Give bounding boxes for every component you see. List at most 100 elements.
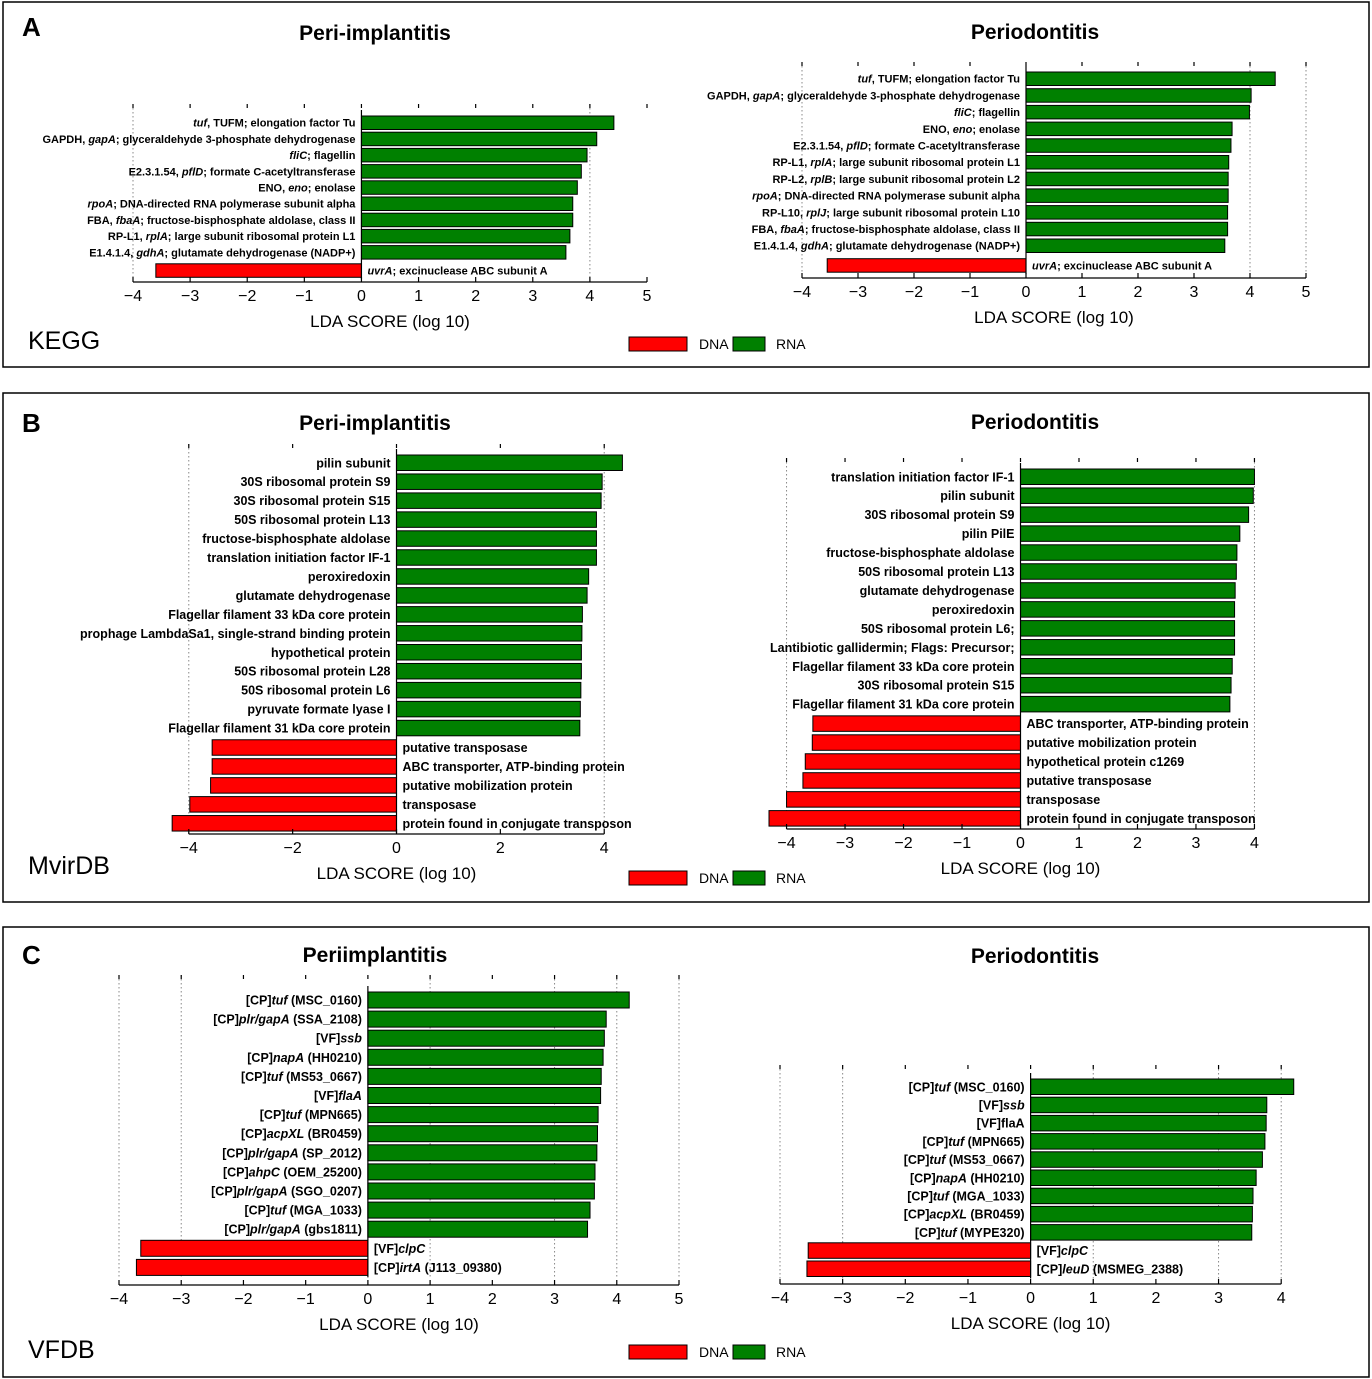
bar-rna [1030,1133,1266,1150]
chart-a-periimplantitis: Peri-implantitis tuf, TUFM; elongation fa… [42,22,651,331]
bar-label: transposase [403,798,477,812]
bar-label: pyruvate formate lyase I [247,703,390,717]
legend-dna-label: DNA [699,870,729,886]
bar-label: RP-L1, rplA; large subunit ribosomal pro… [772,157,1020,169]
x-tick-label: 0 [357,288,366,305]
bar-rna [367,1029,605,1047]
bar-rna [396,568,590,585]
x-tick-label: −1 [959,1290,977,1307]
bar-rna [1020,620,1236,637]
x-tick-label: 0 [363,1291,372,1308]
x-tick-label: −2 [896,1290,914,1307]
bar-rna [396,549,597,566]
bar-label: [CP]plr/gapA (gbs1811) [224,1223,362,1237]
bar-rna [1020,601,1236,618]
bar-label: uvrA; excinuclease ABC subunit A [367,266,547,278]
bar-label: Flagellar filament 31 kDa core protein [168,722,390,736]
bar-label: fructose-bisphosphate aldolase [202,532,390,546]
legend-dna-label: DNA [699,1344,729,1360]
panel-c-legend: DNA RNA [628,1344,806,1360]
bar-label: FBA, fbaA; fructose-bisphosphate aldolas… [87,215,355,227]
x-tick-label: −4 [124,288,142,305]
bar-label: E1.4.1.4, gdhA; glutamate dehydrogenase … [89,247,356,259]
x-axis-label: LDA SCORE (log 10) [951,1314,1111,1333]
bar-label: translation initiation factor IF-1 [831,470,1014,484]
x-tick-label: −1 [961,284,979,301]
bar-rna [1020,525,1241,542]
bar-label: [VF]clpC [374,1242,426,1256]
x-tick-label: 0 [1026,1290,1035,1307]
x-tick-label: 4 [585,288,594,305]
x-tick-label: 5 [643,288,652,305]
bar-label: [VF]flaA [977,1117,1025,1131]
x-tick-label: −2 [284,840,302,857]
x-tick-label: −3 [836,835,854,852]
bar-rna [367,1106,599,1124]
bar-rna [1020,639,1236,656]
legend-rna-label: RNA [776,870,806,886]
x-tick-label: 2 [1134,284,1143,301]
bar-label: [CP]tuf (MGA_1033) [907,1189,1024,1203]
bar-label: [CP]leuD (MSMEG_2388) [1037,1262,1184,1276]
bar-label: protein found in conjugate transposon [403,817,632,831]
panel-c-border [2,926,1370,1378]
bar-label: pilin subunit [940,489,1015,503]
x-tick-label: −3 [181,288,199,305]
bar-label: pilin subunit [316,456,391,470]
panel-c: C VFDB DNA RNA Periimplantitis [CP]tuf (M… [2,926,1370,1378]
x-tick-label: 1 [426,1291,435,1308]
bar-rna [367,1182,595,1200]
bar-rna [367,991,630,1009]
bar-rna [367,1163,596,1181]
bar-label: transposase [1027,793,1101,807]
bar-label: ABC transporter, ATP-binding protein [1027,717,1249,731]
bar-rna [367,1125,598,1143]
bar-rna [1020,695,1231,713]
bar-dna [786,791,1021,808]
bar-label: [VF]ssb [316,1032,362,1046]
panel-a-db-label: KEGG [28,327,100,355]
bar-rna [1030,1078,1295,1095]
bar-rna [1030,1096,1268,1114]
chart-title: Peri-implantitis [299,22,451,45]
bar-label: glutamate dehydrogenase [236,589,391,603]
x-tick-label: −3 [849,284,867,301]
bar-label: RP-L10, rplJ; large subunit ribosomal pr… [762,207,1020,219]
bar-label: 50S ribosomal protein L6 [241,684,390,698]
bar-rna [1025,171,1229,187]
legend-rna-swatch [732,870,766,886]
x-tick-label: 4 [600,840,609,857]
bar-dna [171,815,397,832]
bar-rna [396,454,623,471]
bar-label: prophage LambdaSa1, single-strand bindin… [80,627,390,641]
bar-label: [CP]tuf (MYPE320) [915,1226,1025,1240]
panel-c-letter: C [22,940,41,970]
bar-rna [360,147,588,163]
x-tick-label: 1 [1078,284,1087,301]
bar-dna [811,734,1021,751]
x-tick-label: 3 [1214,1290,1223,1307]
x-tick-label: 0 [392,840,401,857]
legend-rna-label: RNA [776,336,806,352]
bar-rna [1025,138,1232,153]
x-tick-label: −4 [180,840,198,857]
bar-label: 50S ribosomal protein L13 [234,513,390,527]
bar-label: tuf, TUFM; elongation factor Tu [193,118,355,130]
x-axis-label: LDA SCORE (log 10) [941,859,1101,878]
panel-a-letter: A [22,12,41,42]
bar-dna [812,715,1021,732]
x-tick-label: 3 [1192,835,1201,852]
panel-a-legend: DNA RNA [628,336,806,352]
bar-label: [CP]tuf (MSC_0160) [246,994,362,1008]
bar-rna [1030,1205,1253,1223]
chart-b-periodontitis: Periodontitis translation initiation fact… [768,411,1259,878]
x-tick-label: 3 [528,288,537,305]
legend-dna-swatch [628,870,688,886]
chart-title: Periodontitis [971,21,1099,44]
bar-rna [396,473,603,490]
x-tick-label: 1 [1075,835,1084,852]
bar-label: hypothetical protein c1269 [1027,755,1185,769]
x-tick-label: 3 [550,1291,559,1308]
legend-rna-swatch [732,336,766,352]
x-tick-label: 4 [1250,835,1259,852]
